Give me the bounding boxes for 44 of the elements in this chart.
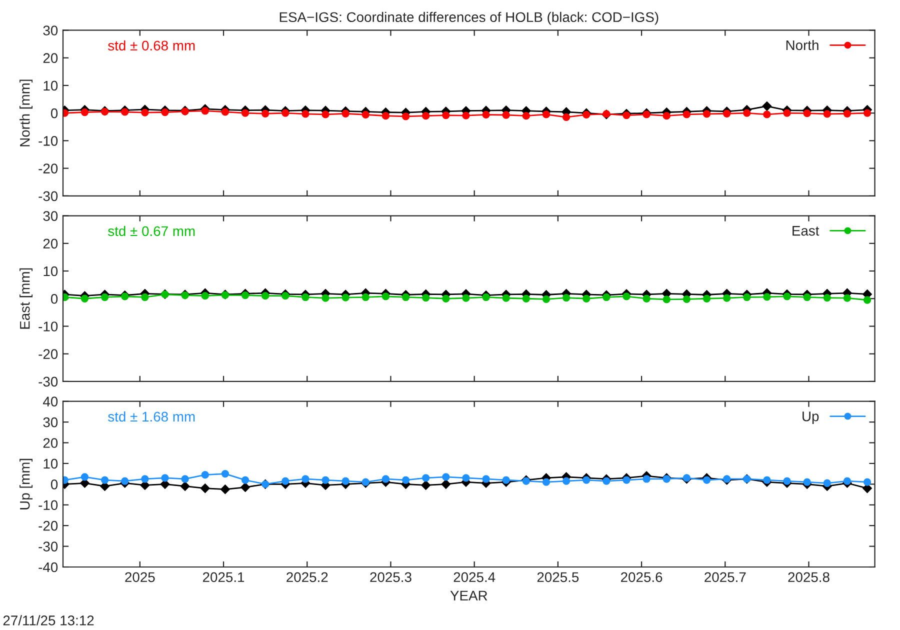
x-tick-label: 2025.1 (202, 572, 244, 582)
annotation: std ± 0.67 mm (108, 226, 195, 236)
y-tick-label: -10 (38, 322, 58, 332)
y-tick-label: -10 (38, 136, 58, 146)
x-axis-title: YEAR (450, 590, 488, 600)
x-tick-label: 2025.8 (788, 572, 830, 582)
y-tick-label: 30 (43, 417, 58, 428)
y-tick-label: 20 (43, 53, 58, 64)
y-tick-label: -30 (38, 542, 58, 552)
y-tick-label: 30 (43, 211, 58, 221)
y-axis-title: East [mm] (20, 268, 33, 329)
y-tick-label: -20 (38, 349, 58, 360)
x-tick-label: 2025 (125, 572, 155, 582)
x-tick-label: 2025.2 (286, 572, 328, 582)
y-tick-label: -10 (38, 500, 58, 510)
y-tick-label: 20 (43, 438, 58, 448)
x-tick-label: 2025.7 (704, 572, 746, 582)
y-tick-label: -30 (38, 376, 58, 387)
x-tick-label: 2025.3 (370, 572, 412, 582)
y-tick-label: -40 (38, 562, 58, 572)
y-tick-label: -30 (38, 191, 58, 202)
y-tick-label: -20 (38, 520, 58, 531)
y-tick-label: 20 (43, 238, 58, 249)
y-axis-title: North [mm] (20, 80, 33, 146)
y-tick-label: 0 (50, 480, 58, 490)
y-tick-label: 10 (44, 458, 58, 469)
legend-label: East (792, 226, 820, 236)
text: 27/11/25 13:12 (3, 615, 94, 626)
x-tick-label: 2025.6 (621, 572, 662, 582)
y-tick-label: 40 (43, 396, 58, 407)
x-tick-label: 2025.5 (537, 572, 579, 582)
chart-title: ESA−IGS: Coordinate differences of HOLB (black: COD−IGS) (280, 12, 658, 25)
y-tick-label: 0 (50, 294, 58, 304)
annotation: std ± 0.68 mm (108, 40, 195, 51)
y-axis-title: Up [mm] (20, 458, 33, 510)
annotation: std ± 1.68 mm (108, 411, 195, 422)
y-tick-label: 30 (43, 26, 58, 36)
y-tick-label: 0 (50, 108, 58, 118)
legend-label: Up (802, 412, 819, 424)
y-tick-label: 10 (44, 266, 58, 276)
y-tick-label: 10 (44, 80, 58, 91)
legend-label: North (786, 40, 818, 50)
x-tick-label: 2025.4 (454, 572, 496, 582)
y-tick-label: -20 (38, 164, 58, 174)
